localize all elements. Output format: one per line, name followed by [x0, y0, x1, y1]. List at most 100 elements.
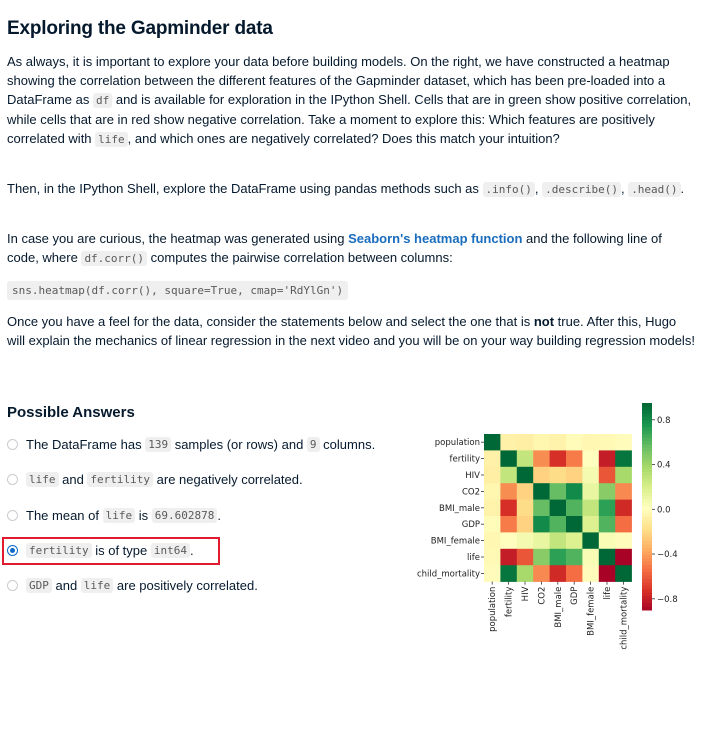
colorbar-segment	[642, 430, 652, 435]
x-tick-label: child_mortality	[619, 587, 629, 650]
heatmap-cell	[582, 434, 600, 451]
colorbar-segment	[642, 541, 652, 545]
inline-code: int64	[150, 543, 190, 558]
answer-option-3[interactable]: The mean of life is 69.602878.	[7, 508, 221, 523]
heatmap-cell	[582, 499, 600, 517]
answer-text: .	[217, 508, 221, 523]
colorbar-segment	[642, 534, 652, 539]
colorbar-segment	[642, 465, 652, 470]
colorbar-segment	[642, 506, 652, 511]
answer-text: and	[58, 472, 88, 487]
heatmap-cell	[484, 548, 501, 566]
heatmap-cell	[484, 499, 501, 517]
heatmap-cell	[533, 483, 550, 500]
heatmap-cell	[566, 499, 583, 517]
colorbar-segment	[642, 454, 652, 459]
heatmap-cell	[598, 499, 616, 517]
y-tick-label: life	[467, 553, 480, 563]
colorbar-segment	[642, 547, 652, 552]
colorbar-segment	[642, 520, 652, 525]
radio-button[interactable]	[7, 439, 18, 450]
inline-code: GDP	[26, 578, 52, 593]
radio-button[interactable]	[7, 474, 18, 485]
heatmap-cell	[500, 532, 518, 550]
heatmap-cell	[615, 483, 632, 500]
colorbar-segment	[642, 413, 652, 418]
answer-text: are negatively correlated.	[153, 472, 303, 487]
x-tick-label: population	[488, 587, 498, 632]
heatmap-cell	[516, 434, 534, 451]
curious-text: In case you are curious, the heatmap was…	[7, 231, 349, 246]
heatmap-cell	[582, 565, 600, 582]
answer-text: samples (or rows) and	[171, 437, 307, 452]
heatmap-cell	[533, 466, 550, 484]
heatmap-cell	[598, 434, 616, 451]
answer-option-5[interactable]: GDP and life are positively correlated.	[7, 578, 258, 593]
colorbar-segment	[642, 499, 652, 504]
y-tick-label: population	[435, 438, 480, 448]
colorbar-segment	[642, 420, 652, 425]
heatmap-cell	[598, 532, 616, 550]
heatmap-cell	[566, 532, 583, 550]
heatmap-cell	[549, 450, 567, 468]
x-tick-label: BMI_female	[587, 587, 597, 636]
colorbar-segment	[642, 572, 652, 576]
heatmap-cell	[533, 450, 550, 468]
seaborn-heatmap-link[interactable]: Seaborn's heatmap function	[348, 231, 523, 246]
radio-button-selected[interactable]	[7, 545, 18, 556]
heatmap-cell	[615, 532, 632, 550]
colorbar-tick-label: 0.8	[657, 416, 671, 426]
x-tick-label: life	[603, 587, 613, 600]
radio-button[interactable]	[7, 510, 18, 521]
colorbar-segment	[642, 523, 652, 528]
colorbar-segment	[642, 582, 652, 587]
curious-text: computes the pairwise correlation betwee…	[147, 250, 453, 265]
inline-code: life	[80, 578, 114, 593]
answer-text: and	[51, 578, 81, 593]
heatmap-cell	[615, 516, 632, 533]
heatmap-cell	[549, 483, 567, 500]
curious-paragraph: In case you are curious, the heatmap was…	[7, 229, 697, 268]
heatmap-cell	[533, 499, 550, 517]
possible-answers-heading: Possible Answers	[7, 404, 135, 421]
explore-paragraph: Then, in the IPython Shell, explore the …	[7, 179, 697, 199]
heatmap-cell	[516, 548, 534, 566]
colorbar-segment	[642, 554, 652, 559]
intro-text: , and which ones are negatively correlat…	[127, 131, 560, 146]
curious-text: and the following line of code, where	[7, 231, 662, 265]
heatmap-cell	[533, 434, 550, 451]
y-tick-label: HIV	[465, 471, 480, 481]
colorbar-segment	[642, 513, 652, 518]
answer-text: is	[135, 508, 152, 523]
explore-text: ,	[620, 181, 629, 196]
intro-text: and is available for exploration in the …	[7, 92, 692, 146]
colorbar-segment	[642, 437, 652, 442]
heatmap-cell	[484, 434, 501, 451]
colorbar-segment	[642, 492, 652, 497]
colorbar-segment	[642, 544, 652, 549]
answer-option-4[interactable]: fertility is of type int64.	[7, 543, 194, 558]
heatmap-cell	[500, 516, 518, 533]
y-tick-label: BMI_male	[439, 504, 480, 514]
colorbar-segment	[642, 537, 652, 542]
colorbar-tick-label: −0.8	[657, 595, 678, 605]
colorbar-segment	[642, 599, 652, 604]
heatmap-cell	[598, 466, 616, 484]
heatmap-cell	[484, 450, 501, 468]
heatmap-cell	[598, 516, 616, 533]
answer-text: columns.	[319, 437, 376, 452]
heatmap-cell	[500, 565, 518, 582]
answer-option-1[interactable]: The DataFrame has 139 samples (or rows) …	[7, 437, 375, 452]
colorbar-segment	[642, 585, 652, 590]
heatmap-cell	[566, 565, 583, 582]
colorbar-segment	[642, 551, 652, 556]
answer-option-2[interactable]: life and fertility are negatively correl…	[7, 472, 303, 487]
answer-text: is of type	[91, 543, 151, 558]
heatmap-cell	[484, 466, 501, 484]
heatmap-cell	[566, 450, 583, 468]
answer-text: are positively correlated.	[113, 578, 258, 593]
heatmap-cell	[500, 499, 518, 517]
radio-button[interactable]	[7, 580, 18, 591]
heatmap-cell	[500, 483, 518, 500]
colorbar-segment	[642, 416, 652, 421]
